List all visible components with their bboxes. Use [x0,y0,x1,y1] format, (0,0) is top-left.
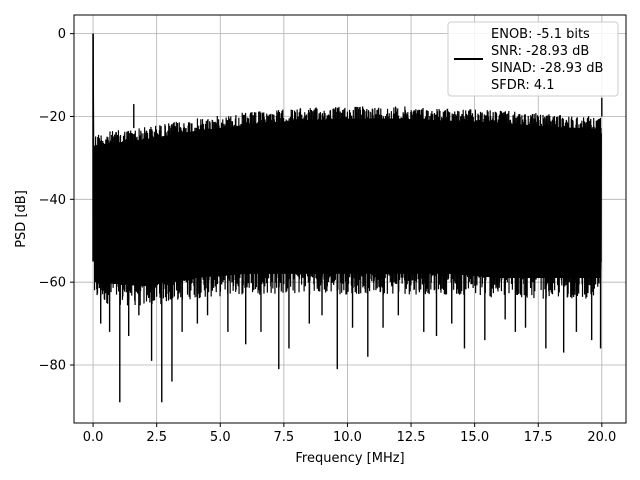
x-axis-label: Frequency [MHz] [295,451,404,466]
x-tick-label: 17.5 [524,430,553,445]
axes-frame [73,14,627,424]
legend-enob: ENOB: -5.1 bits [491,27,590,42]
y-tick-label: −60 [39,276,66,291]
y-tick-label: −20 [39,110,66,125]
y-tick-label: −80 [39,359,66,374]
y-tick-label: −40 [39,193,66,208]
legend-sinad: SINAD: -28.93 dB [491,61,603,76]
legend-snr: SNR: -28.93 dB [491,44,589,59]
psd-noise-band [94,118,602,287]
y-axis-label: PSD [dB] [14,190,29,248]
legend-sfdr: SFDR: 4.1 [491,78,555,93]
x-tick-label: 2.5 [146,430,167,445]
x-tick-label: 15.0 [460,430,489,445]
x-tick-label: 10.0 [333,430,362,445]
x-tick-label: 12.5 [397,430,426,445]
y-tick-label: 0 [58,27,66,42]
plot-area [92,33,603,403]
legend-box [447,21,619,97]
x-tick-label: 5.0 [210,430,231,445]
axis-ticks: 0.0 2.5 5.0 7.5 10.0 12.5 15.0 17.5 20.0 0 −20 −40 −… [39,27,617,445]
x-tick-label: 0.0 [83,430,104,445]
legend: ENOB: -5.1 bits SNR: -28.93 dB SINAD: -2… [447,21,619,97]
x-tick-label: 20.0 [587,430,616,445]
x-tick-label: 7.5 [274,430,295,445]
